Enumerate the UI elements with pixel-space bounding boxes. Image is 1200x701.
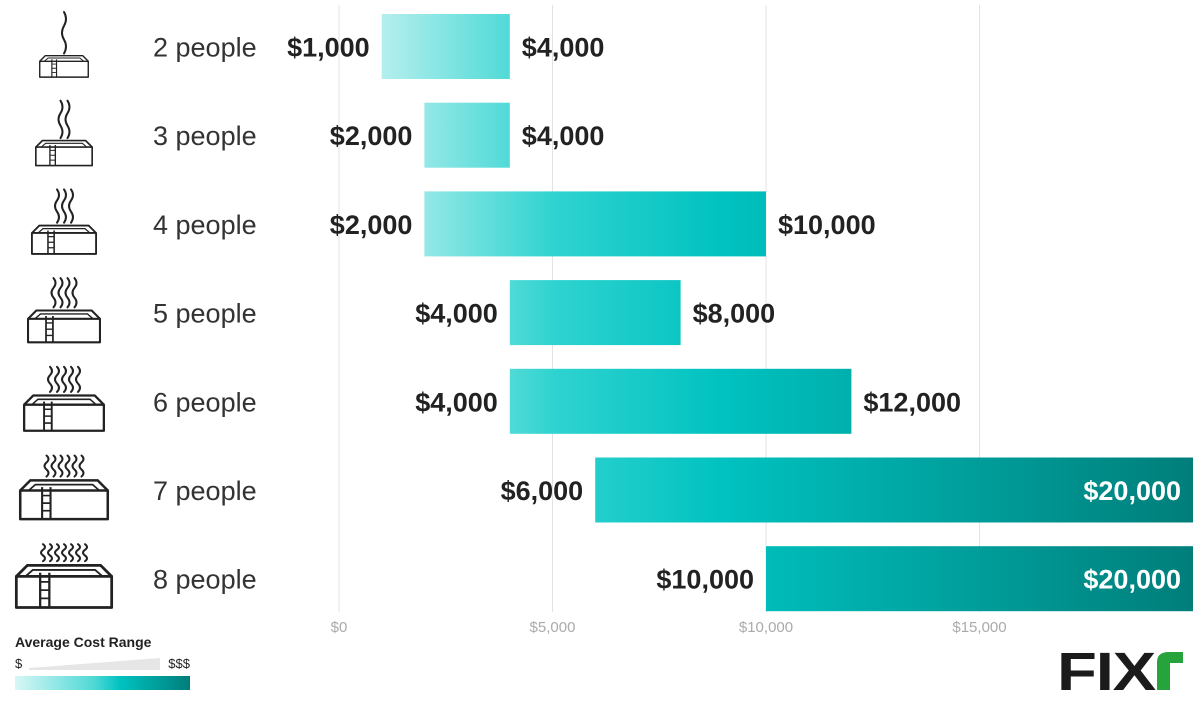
steam-icon: [68, 188, 74, 224]
steam-icon: [75, 543, 81, 563]
steam-icon: [54, 365, 60, 393]
low-value-label: $2,000: [330, 210, 413, 240]
hot-tub-icon: [35, 139, 93, 167]
high-value-label: $10,000: [778, 210, 876, 240]
high-value-label: $4,000: [522, 33, 605, 63]
steam-icon: [40, 543, 46, 563]
steam-icon: [61, 543, 67, 563]
low-value-label: $2,000: [330, 121, 413, 151]
category-label: 4 people: [153, 210, 257, 240]
low-value-label: $4,000: [415, 387, 498, 417]
steam-icon: [71, 277, 78, 309]
steam-icon: [61, 188, 67, 224]
cost-range-bar: [595, 457, 1193, 523]
steam-icon: [64, 99, 71, 140]
steam-icon: [64, 277, 71, 309]
cost-range-bar: [509, 368, 852, 434]
low-value-label: $4,000: [415, 299, 498, 329]
steam-icon: [78, 454, 85, 478]
hot-tub-icon: [22, 394, 106, 432]
category-label: 5 people: [153, 299, 257, 329]
legend: Average Cost Range $ $$$: [15, 634, 190, 690]
low-value-label: $10,000: [656, 565, 754, 595]
x-tick-label: $0: [331, 619, 348, 636]
high-value-label: $8,000: [693, 299, 776, 329]
cost-range-bar: [424, 191, 766, 257]
hot-tub-icon: [14, 563, 114, 609]
high-value-label: $20,000: [1083, 565, 1181, 595]
high-value-label: $12,000: [863, 387, 961, 417]
steam-icon: [57, 277, 64, 309]
steam-icon: [64, 454, 71, 478]
x-tick-label: $15,000: [952, 619, 1006, 636]
steam-icon: [68, 365, 74, 393]
steam-icon: [82, 543, 88, 563]
legend-max-label: $$$: [168, 656, 190, 671]
svg-text:FIX: FIX: [1057, 648, 1156, 692]
steam-icon: [71, 454, 78, 478]
steam-icon: [75, 365, 81, 393]
cost-range-bar: [424, 102, 510, 168]
hot-tub-icon: [31, 224, 97, 255]
cost-range-bar: [766, 546, 1193, 612]
x-tick-label: $5,000: [530, 619, 576, 636]
fixr-logo: FIX: [1057, 648, 1183, 692]
category-label: 6 people: [153, 387, 257, 417]
steam-icon: [47, 365, 53, 393]
legend-min-label: $: [15, 656, 23, 671]
hot-tub-icon: [26, 309, 102, 344]
category-label: 3 people: [153, 121, 257, 151]
steam-icon: [68, 543, 74, 563]
x-tick-label: $10,000: [739, 619, 793, 636]
low-value-label: $1,000: [287, 33, 370, 63]
steam-icon: [54, 543, 60, 563]
steam-icon: [54, 188, 60, 224]
category-label: 2 people: [153, 33, 257, 63]
steam-icon: [50, 277, 57, 309]
category-label: 8 people: [153, 565, 257, 595]
steam-icon: [47, 543, 53, 563]
steam-icon: [61, 11, 67, 55]
cost-range-bar: [509, 280, 681, 346]
category-label: 7 people: [153, 476, 257, 506]
legend-gradient-bar: [15, 676, 190, 690]
steam-icon: [43, 454, 50, 478]
steam-icon: [57, 454, 64, 478]
legend-title: Average Cost Range: [15, 634, 152, 650]
legend-wedge: [29, 658, 160, 670]
low-value-label: $6,000: [501, 476, 584, 506]
high-value-label: $4,000: [522, 121, 605, 151]
hot-tub-icon: [18, 479, 110, 521]
legend-scale: $ $$$: [15, 654, 190, 674]
cost-range-bar: [381, 14, 510, 79]
high-value-label: $20,000: [1083, 476, 1181, 506]
steam-icon: [61, 365, 67, 393]
steam-icon: [57, 99, 64, 140]
steam-icon: [50, 454, 57, 478]
hot-tub-icon: [39, 54, 89, 78]
